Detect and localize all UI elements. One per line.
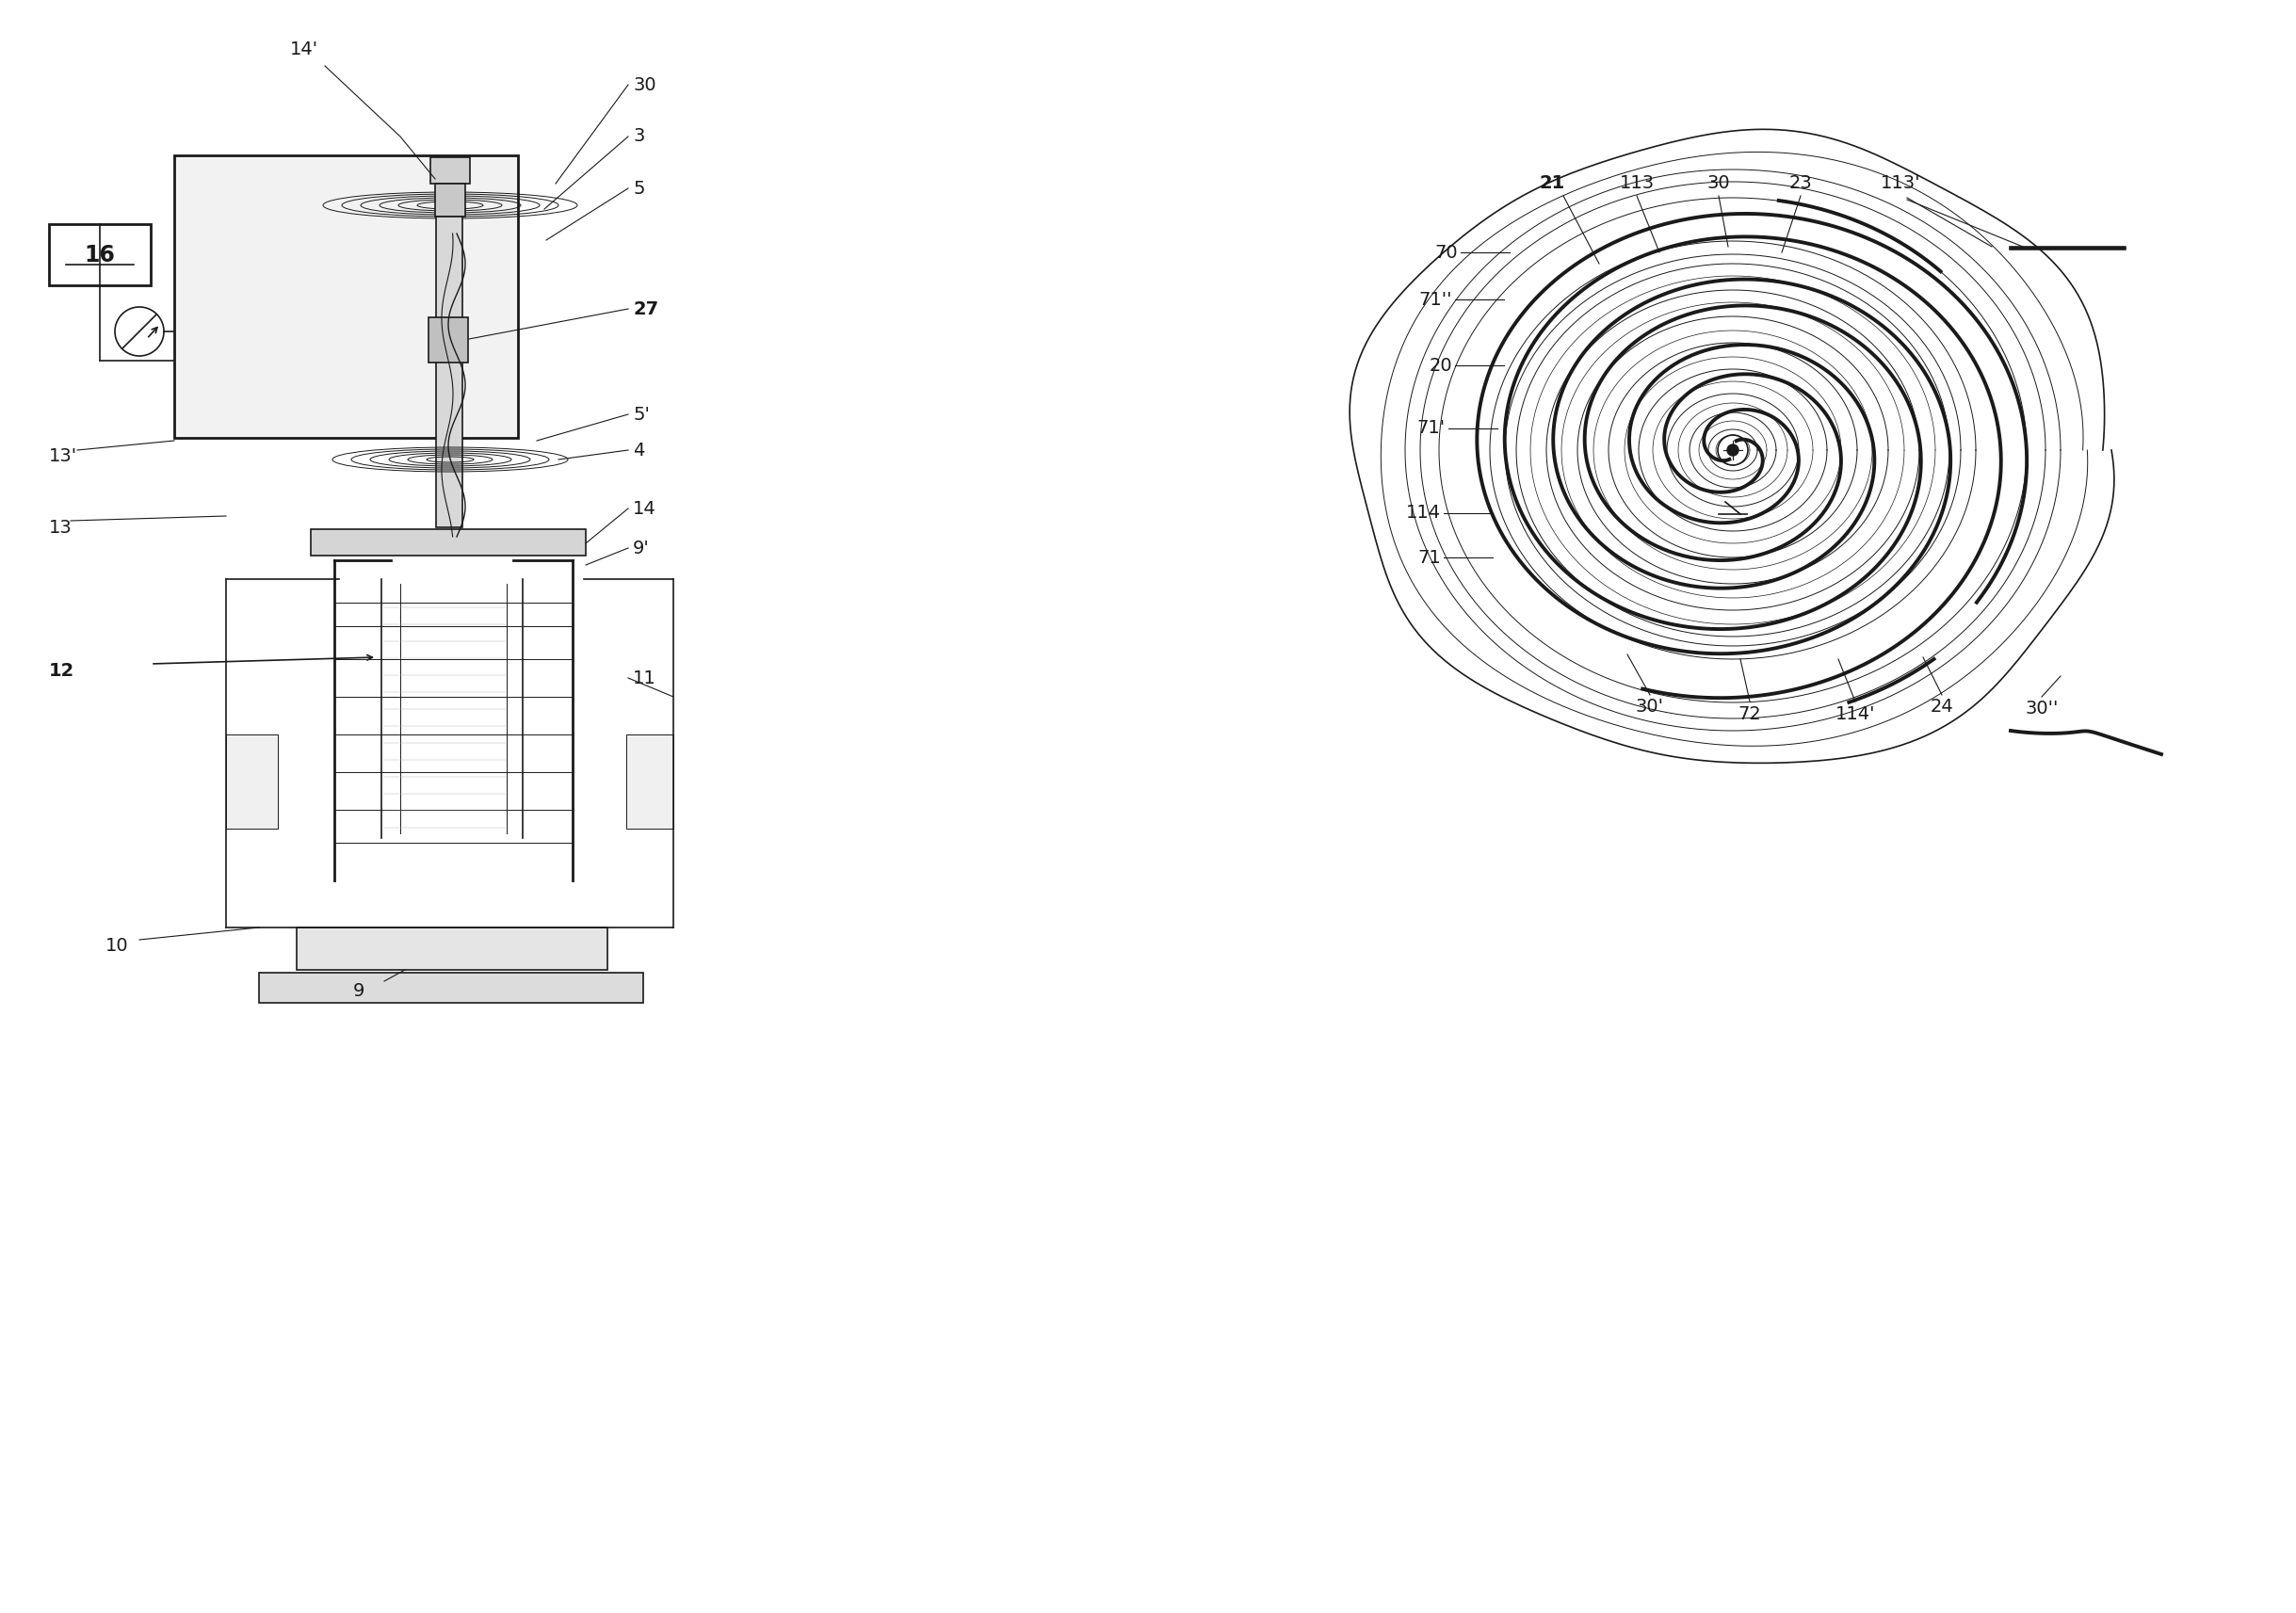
Bar (225, 734, 278, 829)
Text: 12: 12 (48, 661, 76, 679)
Bar (296, 927, 608, 969)
Text: 5: 5 (634, 179, 645, 197)
Text: 70: 70 (1435, 244, 1458, 261)
Text: 113: 113 (1619, 174, 1653, 192)
Text: 9': 9' (634, 539, 650, 556)
Text: 4: 4 (634, 440, 645, 460)
Text: 71'': 71'' (1419, 290, 1451, 308)
Text: 13: 13 (48, 518, 71, 536)
Text: 16: 16 (85, 244, 115, 266)
Bar (310, 529, 585, 555)
Text: 10: 10 (106, 937, 129, 955)
Bar (174, 155, 519, 437)
Text: 5': 5' (634, 405, 650, 423)
Text: 11: 11 (634, 669, 657, 687)
Bar (627, 734, 673, 829)
Text: 24: 24 (1931, 697, 1954, 715)
Bar (429, 318, 468, 363)
Bar (436, 216, 461, 527)
Text: 27: 27 (634, 300, 659, 318)
Text: 71': 71' (1417, 419, 1446, 437)
Text: 14': 14' (289, 40, 319, 58)
Bar (259, 973, 643, 1003)
Text: 114': 114' (1835, 705, 1876, 723)
Text: 30': 30' (1635, 697, 1665, 715)
Bar (429, 156, 471, 184)
Text: 23: 23 (1789, 174, 1812, 192)
Text: 30: 30 (634, 76, 657, 94)
Text: 30: 30 (1708, 174, 1731, 192)
Text: 20: 20 (1428, 356, 1451, 374)
Circle shape (1727, 445, 1738, 456)
Text: 9: 9 (354, 982, 365, 1000)
Text: 3: 3 (634, 127, 645, 145)
Text: 13': 13' (48, 448, 78, 466)
Text: 30'': 30'' (2025, 698, 2060, 718)
Text: 113': 113' (1880, 174, 1919, 192)
Text: 72: 72 (1738, 705, 1761, 723)
Text: 71: 71 (1417, 548, 1442, 566)
Bar (434, 184, 466, 216)
Bar (48, 224, 152, 286)
Text: 114: 114 (1405, 505, 1442, 523)
Text: 14: 14 (634, 500, 657, 518)
Text: 21: 21 (1538, 174, 1566, 192)
